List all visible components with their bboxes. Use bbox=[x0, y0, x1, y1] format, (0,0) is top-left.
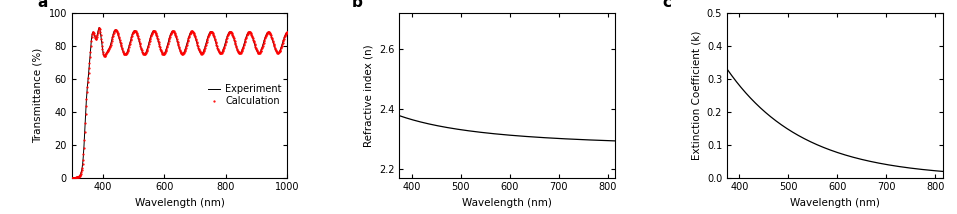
Calculation bbox=[94, 26, 105, 29]
Legend: Experiment, Calculation: Experiment, Calculation bbox=[208, 83, 282, 107]
Experiment bbox=[91, 37, 102, 40]
X-axis label: Wavelength (nm): Wavelength (nm) bbox=[790, 198, 879, 208]
Calculation bbox=[277, 42, 288, 44]
Text: c: c bbox=[662, 0, 672, 10]
Y-axis label: Refractive index (n): Refractive index (n) bbox=[364, 44, 373, 147]
Line: Experiment: Experiment bbox=[72, 28, 287, 178]
Calculation bbox=[281, 31, 293, 34]
Experiment bbox=[255, 51, 266, 54]
Calculation bbox=[243, 31, 255, 33]
Experiment bbox=[66, 176, 78, 179]
Calculation bbox=[168, 31, 180, 34]
Experiment bbox=[103, 47, 115, 50]
Calculation bbox=[66, 176, 78, 179]
Experiment bbox=[281, 31, 293, 34]
Experiment bbox=[158, 53, 169, 55]
Experiment bbox=[148, 30, 160, 33]
Calculation bbox=[195, 52, 207, 54]
X-axis label: Wavelength (nm): Wavelength (nm) bbox=[135, 198, 225, 208]
Experiment bbox=[94, 26, 105, 29]
Experiment bbox=[278, 40, 289, 42]
Calculation bbox=[183, 36, 194, 38]
Calculation bbox=[170, 35, 182, 37]
Text: a: a bbox=[37, 0, 48, 10]
Y-axis label: Transmittance (%): Transmittance (%) bbox=[33, 48, 43, 143]
Line: Calculation: Calculation bbox=[71, 27, 288, 178]
Text: b: b bbox=[352, 0, 363, 10]
Y-axis label: Extinction Coefficient (k): Extinction Coefficient (k) bbox=[691, 31, 701, 160]
X-axis label: Wavelength (nm): Wavelength (nm) bbox=[462, 198, 552, 208]
